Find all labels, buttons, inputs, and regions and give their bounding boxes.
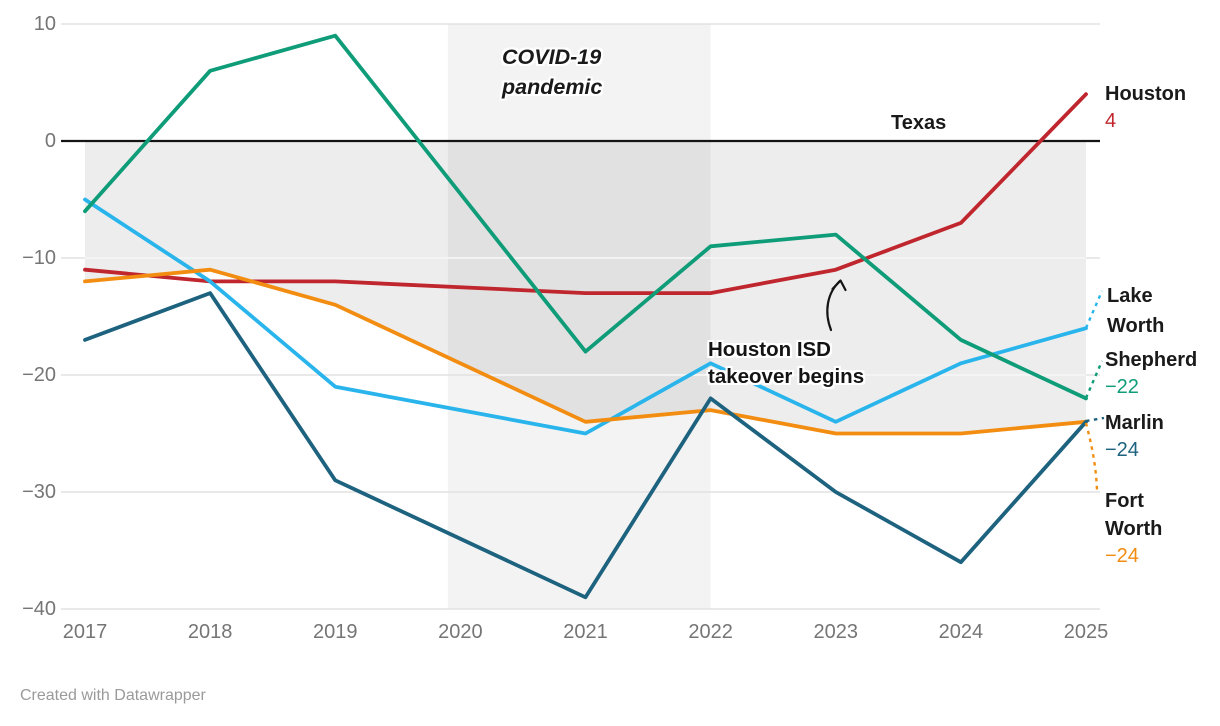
series-line-houston [83, 92, 1088, 296]
x-axis-tick-label: 2023 [813, 621, 859, 643]
label-connector-fort-worth [1084, 422, 1099, 491]
series-line-fort-worth [83, 267, 1088, 436]
x-axis-tick-label: 2020 [438, 621, 483, 643]
series-line-lake-worth [83, 197, 1088, 436]
takeover-annotation: Houston ISD takeover begins [708, 338, 865, 388]
series-line-marlin [83, 291, 1088, 600]
x-axis-tick-label: 2018 [187, 621, 233, 643]
texas-line-label: Texas [891, 112, 947, 134]
series-line-shepherd [83, 33, 1088, 401]
datawrapper-credit: Created with Datawrapper [20, 687, 206, 704]
covid-band [447, 24, 711, 609]
y-axis-tick-label: −10 [22, 247, 56, 269]
series-label-houston: Houston 4 [1105, 83, 1187, 132]
x-axis-tick-label: 2024 [938, 621, 984, 643]
series-label-lake-worth: Lake Worth [1107, 285, 1165, 337]
y-axis-tick-label: −40 [22, 598, 56, 620]
y-axis-tick-label: −20 [22, 364, 56, 386]
series-label-marlin: Marlin −24 [1105, 412, 1164, 461]
y-axis-tick-label: −30 [22, 481, 56, 503]
label-connector-marlin [1085, 416, 1105, 423]
takeover-arrow [826, 279, 847, 332]
x-axis-tick-label: 2019 [313, 621, 358, 643]
label-connector-shepherd [1084, 360, 1104, 399]
x-axis-tick-label: 2022 [688, 621, 733, 643]
x-axis-tick-label: 2021 [563, 621, 608, 643]
x-axis-tick-label: 2025 [1063, 621, 1109, 643]
covid-band-annotation: COVID-19 pandemic [502, 45, 603, 99]
x-axis-tick-label: 2017 [62, 621, 108, 643]
series-label-fort-worth: Fort Worth −24 [1105, 490, 1163, 567]
series-label-shepherd: Shepherd −22 [1105, 349, 1198, 398]
y-axis-tick-label: 10 [33, 13, 56, 35]
label-connector-lake-worth [1084, 290, 1104, 329]
texas-fortworth-gap-area [85, 141, 1086, 434]
y-axis-tick-label: 0 [44, 130, 56, 152]
